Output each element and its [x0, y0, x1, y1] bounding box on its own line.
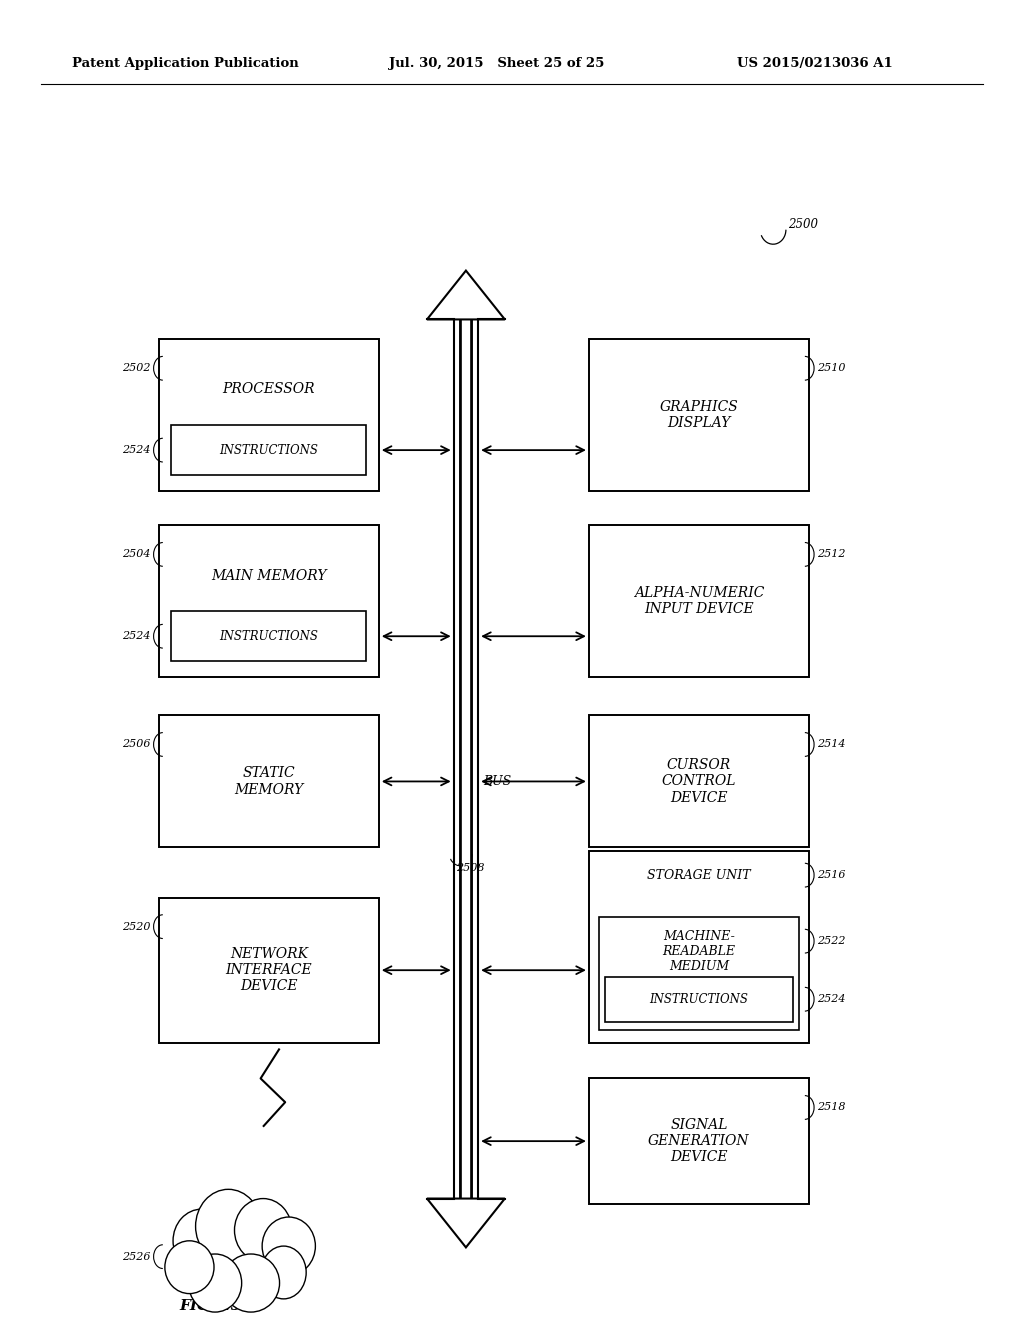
- Bar: [589, 525, 809, 677]
- Bar: [159, 339, 379, 491]
- Text: 2518: 2518: [817, 1102, 846, 1113]
- Text: INSTRUCTIONS: INSTRUCTIONS: [219, 444, 317, 457]
- Text: 2510: 2510: [817, 363, 846, 374]
- Text: Patent Application Publication: Patent Application Publication: [72, 57, 298, 70]
- Text: STATIC
MEMORY: STATIC MEMORY: [234, 767, 303, 796]
- Text: SIGNAL
GENERATION
DEVICE: SIGNAL GENERATION DEVICE: [648, 1118, 750, 1164]
- Text: 2524: 2524: [122, 631, 151, 642]
- Text: 2504: 2504: [122, 549, 151, 560]
- Text: 2516: 2516: [817, 870, 846, 880]
- Text: NETWORK: NETWORK: [209, 1250, 283, 1263]
- Ellipse shape: [165, 1241, 214, 1294]
- Text: 2502: 2502: [122, 363, 151, 374]
- Text: 2524: 2524: [817, 994, 846, 1005]
- Text: 2520: 2520: [122, 921, 151, 932]
- Text: GRAPHICS
DISPLAY: GRAPHICS DISPLAY: [659, 400, 738, 430]
- Ellipse shape: [173, 1209, 230, 1272]
- Ellipse shape: [188, 1254, 242, 1312]
- Bar: [171, 611, 366, 661]
- Text: INSTRUCTIONS: INSTRUCTIONS: [219, 630, 317, 643]
- Ellipse shape: [234, 1199, 292, 1262]
- Text: Jul. 30, 2015   Sheet 25 of 25: Jul. 30, 2015 Sheet 25 of 25: [389, 57, 604, 70]
- Text: MAIN MEMORY: MAIN MEMORY: [211, 569, 327, 582]
- Ellipse shape: [196, 1189, 261, 1263]
- Bar: [159, 715, 379, 847]
- Text: NETWORK
INTERFACE
DEVICE: NETWORK INTERFACE DEVICE: [225, 946, 312, 994]
- Bar: [589, 339, 809, 491]
- Text: 2506: 2506: [122, 739, 151, 750]
- Text: 2526: 2526: [122, 1251, 151, 1262]
- Ellipse shape: [262, 1217, 315, 1275]
- Text: INSTRUCTIONS: INSTRUCTIONS: [649, 993, 749, 1006]
- Text: 2514: 2514: [817, 739, 846, 750]
- Bar: [605, 977, 793, 1022]
- Ellipse shape: [261, 1246, 306, 1299]
- Text: ALPHA-NUMERIC
INPUT DEVICE: ALPHA-NUMERIC INPUT DEVICE: [634, 586, 764, 616]
- Bar: [159, 898, 379, 1043]
- Text: 2524: 2524: [122, 445, 151, 455]
- Text: 2512: 2512: [817, 549, 846, 560]
- Text: CURSOR
CONTROL
DEVICE: CURSOR CONTROL DEVICE: [662, 758, 736, 805]
- Text: 2508: 2508: [456, 863, 484, 874]
- Bar: [589, 851, 809, 1043]
- Bar: [599, 917, 799, 1030]
- Text: BUS: BUS: [483, 775, 512, 788]
- Bar: [589, 1078, 809, 1204]
- Bar: [171, 425, 366, 475]
- Text: US 2015/0213036 A1: US 2015/0213036 A1: [737, 57, 893, 70]
- Bar: [159, 525, 379, 677]
- Text: PROCESSOR: PROCESSOR: [222, 383, 315, 396]
- Ellipse shape: [222, 1254, 280, 1312]
- Text: FIG. 25: FIG. 25: [179, 1299, 242, 1313]
- Text: STORAGE UNIT: STORAGE UNIT: [647, 869, 751, 882]
- Text: 2500: 2500: [788, 218, 818, 231]
- Text: MACHINE-
READABLE
MEDIUM: MACHINE- READABLE MEDIUM: [663, 931, 735, 973]
- Bar: [589, 715, 809, 847]
- Text: 2522: 2522: [817, 936, 846, 946]
